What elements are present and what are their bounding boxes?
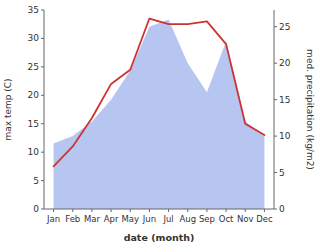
y2-tick <box>274 26 277 27</box>
y-tick-label: 0 <box>33 204 39 214</box>
y-tick <box>41 209 44 210</box>
y2-tick <box>274 99 277 100</box>
y2-tick <box>274 209 277 210</box>
x-tick-label: Apr <box>104 214 119 224</box>
y2-tick <box>274 63 277 64</box>
x-tick <box>226 209 227 212</box>
y-tick-label: 10 <box>28 147 40 157</box>
y2-axis-label: med. precipitation (kg/m2) <box>305 49 315 170</box>
y2-tick-label: 20 <box>279 58 291 68</box>
y2-tick-label: 10 <box>279 131 291 141</box>
x-tick-label: Aug <box>179 214 196 224</box>
plot-area <box>54 19 265 209</box>
y-tick <box>41 10 44 11</box>
y-tick-label: 5 <box>33 176 39 186</box>
x-tick <box>149 209 150 212</box>
y-tick-label: 30 <box>28 33 40 43</box>
x-tick <box>91 209 92 212</box>
y-tick-label: 25 <box>28 62 39 72</box>
x-tick <box>206 209 207 212</box>
y-tick <box>41 66 44 67</box>
y2-tick-label: 0 <box>279 204 285 214</box>
x-tick-label: May <box>121 214 139 224</box>
x-axis-label: date (month) <box>124 232 195 243</box>
y-tick-label: 20 <box>28 90 40 100</box>
y2-tick <box>274 136 277 137</box>
x-tick-label: Jan <box>46 214 60 224</box>
x-tick <box>264 209 265 212</box>
y-axis-label: max temp (C) <box>3 78 13 140</box>
y-tick-label: 35 <box>28 5 39 15</box>
area <box>54 19 265 209</box>
x-tick-label: Dec <box>256 214 273 224</box>
x-axis-line <box>44 209 274 210</box>
x-tick <box>245 209 246 212</box>
x-tick <box>53 209 54 212</box>
x-tick-label: Jul <box>162 214 173 224</box>
y-tick <box>41 180 44 181</box>
y-axis-line <box>44 10 45 209</box>
x-tick <box>111 209 112 212</box>
chart: 051015202530350510152025JanFebMarAprMayJ… <box>0 0 318 247</box>
line <box>54 19 265 167</box>
x-tick <box>130 209 131 212</box>
y-tick <box>41 38 44 39</box>
x-tick-label: Jun <box>142 214 156 224</box>
y2-tick-label: 5 <box>279 168 285 178</box>
y2-tick <box>274 172 277 173</box>
y2-tick-label: 15 <box>279 95 290 105</box>
y-tick <box>41 123 44 124</box>
y2-tick-label: 25 <box>279 22 290 32</box>
x-tick-label: Feb <box>65 214 80 224</box>
x-tick-label: Nov <box>237 214 254 224</box>
x-tick-label: Sep <box>199 214 215 224</box>
y2-axis-line <box>274 10 275 209</box>
y-tick <box>41 95 44 96</box>
y-tick <box>41 152 44 153</box>
x-tick <box>187 209 188 212</box>
x-tick-label: Mar <box>84 214 101 224</box>
x-tick-label: Oct <box>219 214 234 224</box>
y-tick-label: 15 <box>28 119 39 129</box>
x-tick <box>72 209 73 212</box>
x-tick <box>168 209 169 212</box>
